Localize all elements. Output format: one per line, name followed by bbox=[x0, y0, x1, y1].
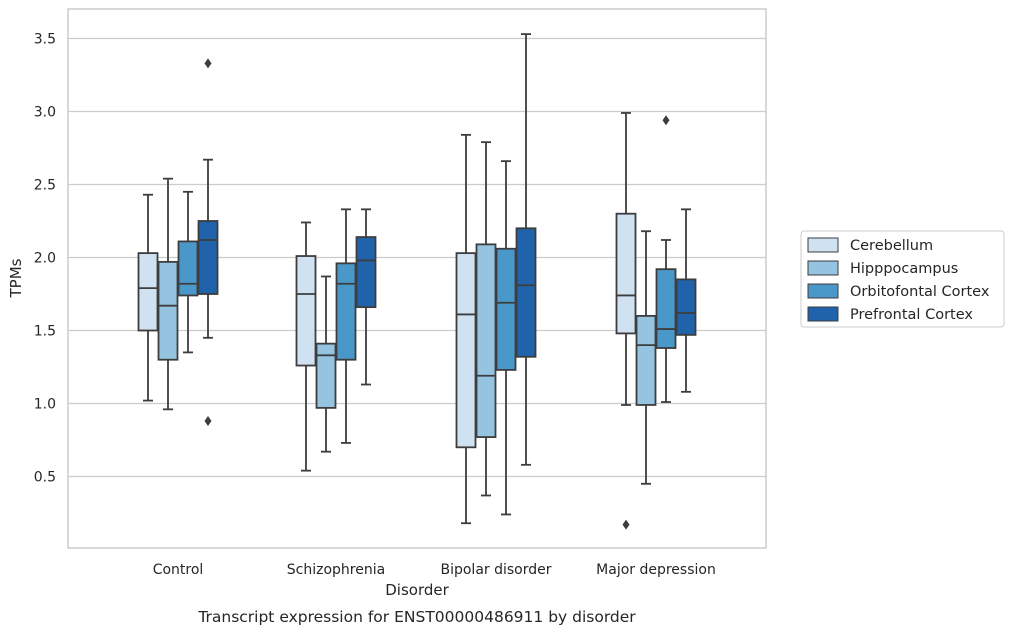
chart-caption: Transcript expression for ENST0000048691… bbox=[197, 608, 636, 626]
iqr-box bbox=[615, 212, 637, 335]
legend-swatch bbox=[807, 260, 839, 276]
outlier-point bbox=[204, 416, 212, 427]
iqr-box bbox=[495, 247, 517, 371]
box-cerebellum bbox=[615, 112, 637, 530]
y-tick-label: 2.0 bbox=[34, 251, 56, 267]
box-orbitofontal-cortex bbox=[177, 190, 199, 354]
x-tick-labels: Control Schizophrenia Bipolar disorder Majo… bbox=[153, 562, 716, 578]
box-hipppocampus bbox=[157, 177, 179, 411]
box-cerebellum bbox=[295, 221, 317, 472]
box-orbitofontal-cortex bbox=[495, 160, 517, 516]
box-layer bbox=[137, 33, 697, 530]
box-hipppocampus bbox=[475, 141, 497, 497]
y-tick-labels: 0.5 1.0 1.5 2.0 2.5 3.0 3.5 bbox=[34, 32, 56, 486]
iqr-box bbox=[515, 227, 537, 358]
outlier-point bbox=[662, 115, 670, 126]
box-cerebellum bbox=[455, 133, 477, 525]
iqr-box bbox=[335, 262, 357, 361]
box-orbitofontal-cortex bbox=[335, 208, 357, 444]
iqr-box bbox=[157, 260, 179, 361]
iqr-box bbox=[455, 252, 477, 449]
legend-label: Prefrontal Cortex bbox=[850, 307, 973, 323]
legend: Cerebellum Hipppocampus Orbitofontal Corte… bbox=[800, 230, 1005, 328]
x-tick-label: Major depression bbox=[596, 562, 716, 578]
legend-swatch bbox=[807, 306, 839, 322]
y-tick-label: 1.0 bbox=[34, 397, 56, 413]
y-tick-label: 3.5 bbox=[34, 32, 56, 48]
iqr-box bbox=[295, 255, 317, 367]
x-tick-label: Schizophrenia bbox=[287, 562, 385, 578]
box-prefrontal-cortex bbox=[515, 33, 537, 466]
iqr-box bbox=[137, 252, 159, 332]
iqr-box bbox=[355, 236, 377, 309]
y-tick-label: 1.5 bbox=[34, 324, 56, 340]
box-prefrontal-cortex bbox=[197, 58, 219, 427]
box-orbitofontal-cortex bbox=[655, 115, 677, 403]
box-prefrontal-cortex bbox=[355, 208, 377, 386]
y-tick-label: 3.0 bbox=[34, 105, 56, 121]
box-cerebellum bbox=[137, 193, 159, 402]
x-tick-label: Control bbox=[153, 562, 204, 578]
iqr-box bbox=[675, 278, 697, 336]
y-tick-label: 0.5 bbox=[34, 470, 56, 486]
iqr-box bbox=[475, 243, 497, 438]
legend-label: Cerebellum bbox=[850, 238, 933, 254]
legend-swatch bbox=[807, 237, 839, 253]
iqr-box bbox=[197, 220, 219, 295]
outlier-point bbox=[622, 519, 630, 530]
y-axis-label: TPMs bbox=[7, 258, 25, 298]
legend-label: Orbitofontal Cortex bbox=[850, 284, 990, 300]
iqr-box bbox=[315, 342, 337, 409]
iqr-box bbox=[635, 314, 657, 406]
box-prefrontal-cortex bbox=[675, 208, 697, 393]
legend-swatch bbox=[807, 283, 839, 299]
y-tick-label: 2.5 bbox=[34, 178, 56, 194]
grid-lines bbox=[68, 37, 766, 478]
iqr-box bbox=[177, 240, 199, 297]
x-tick-label: Bipolar disorder bbox=[440, 562, 551, 578]
box-hipppocampus bbox=[635, 230, 657, 485]
legend-frame bbox=[800, 230, 1005, 328]
box-hipppocampus bbox=[315, 275, 337, 453]
plot-frame bbox=[67, 8, 767, 549]
legend-label: Hipppocampus bbox=[850, 261, 958, 277]
outlier-point bbox=[204, 58, 212, 69]
iqr-box bbox=[655, 268, 677, 349]
legend-items: Cerebellum Hipppocampus Orbitofontal Corte… bbox=[807, 237, 990, 323]
x-axis-label: Disorder bbox=[385, 581, 449, 599]
